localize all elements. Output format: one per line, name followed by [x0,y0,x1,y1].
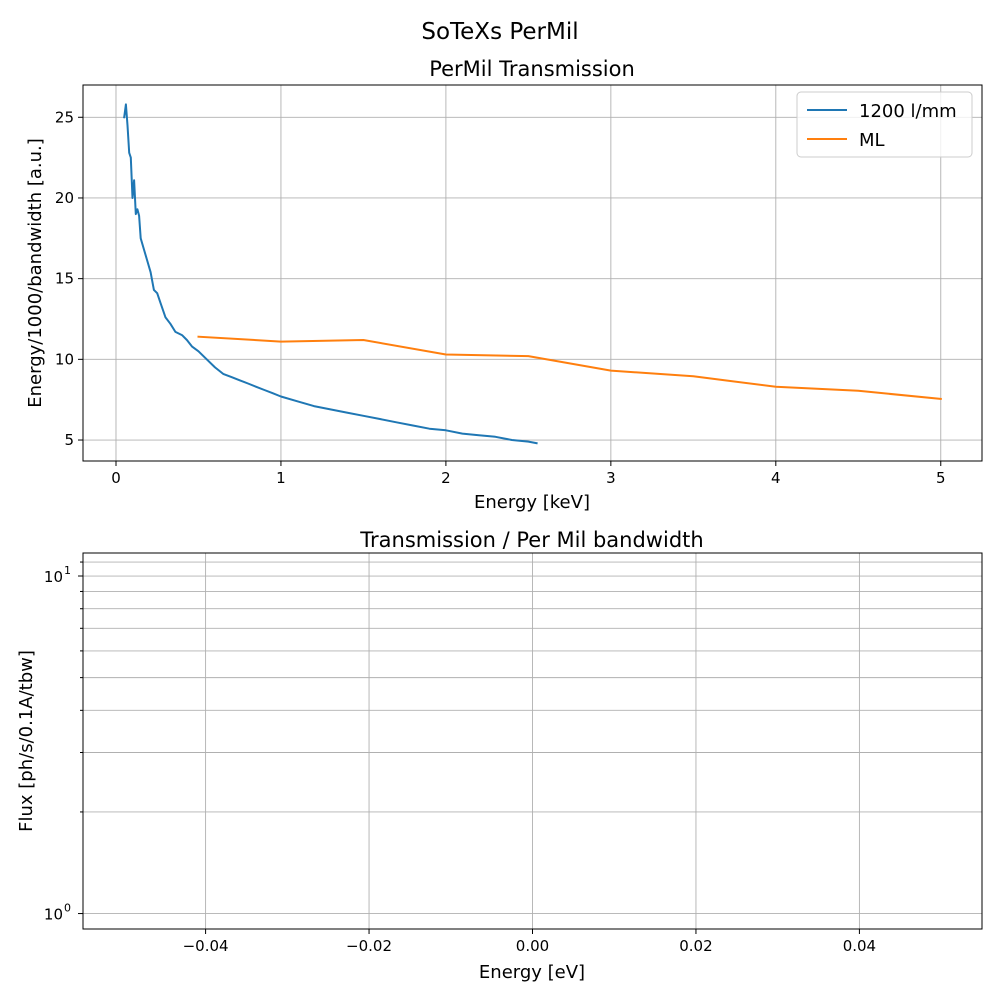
bottom-ytick-exponent: 1 [64,564,71,577]
top-chart-frame [82,84,983,462]
top-xtick-label: 2 [441,469,451,487]
top-ytick-label: 10 [55,350,74,368]
bottom-ytick-label: 10 [44,906,63,924]
top-chart-ticks: 0 1 2 3 4 5 5 10 15 20 25 [55,108,946,487]
transmission-chart: 0 1 2 3 4 5 5 10 15 20 25 PerMil Transmission Ener… [25,57,983,513]
bottom-chart-ylabel: Flux [ph/s/0.1A/tbw] [16,650,37,832]
bottom-chart-title: Transmission / Per Mil bandwidth [359,528,703,552]
bottom-ytick-exponent: 0 [64,902,71,915]
top-ytick-label: 15 [55,270,74,288]
bottom-chart-grid [83,553,982,929]
legend-box [796,91,973,158]
top-chart-xlabel: Energy [keV] [474,492,590,513]
top-ytick-label: 5 [64,431,74,449]
series-line-1200 [123,103,538,445]
bottom-ytick-label: 10 [44,568,63,586]
top-xtick-label: 0 [111,469,121,487]
bottom-xtick-label: 0.00 [516,937,549,955]
top-xtick-label: 1 [276,469,286,487]
top-chart-legend: 1200 l/mm ML [796,91,973,158]
top-xtick-label: 4 [771,469,781,487]
top-chart-title: PerMil Transmission [429,57,635,81]
bottom-xtick-label: 0.04 [843,937,876,955]
figure-suptitle: SoTeXs PerMil [421,19,578,45]
legend-label-1200: 1200 l/mm [859,101,957,122]
bottom-xtick-label: 0.02 [679,937,712,955]
top-ytick-label: 25 [55,108,74,126]
top-chart-series [123,103,942,445]
top-xtick-label: 5 [936,469,946,487]
series-line-ml [197,335,942,400]
top-xtick-label: 3 [606,469,616,487]
top-ytick-label: 20 [55,189,74,207]
bottom-xtick-label: −0.04 [183,937,229,955]
legend-label-ml: ML [859,130,885,151]
top-chart-ylabel: Energy/1000/bandwidth [a.u.] [25,138,46,408]
bottom-chart-xlabel: Energy [eV] [479,962,585,983]
bottom-xtick-label: −0.02 [346,937,392,955]
